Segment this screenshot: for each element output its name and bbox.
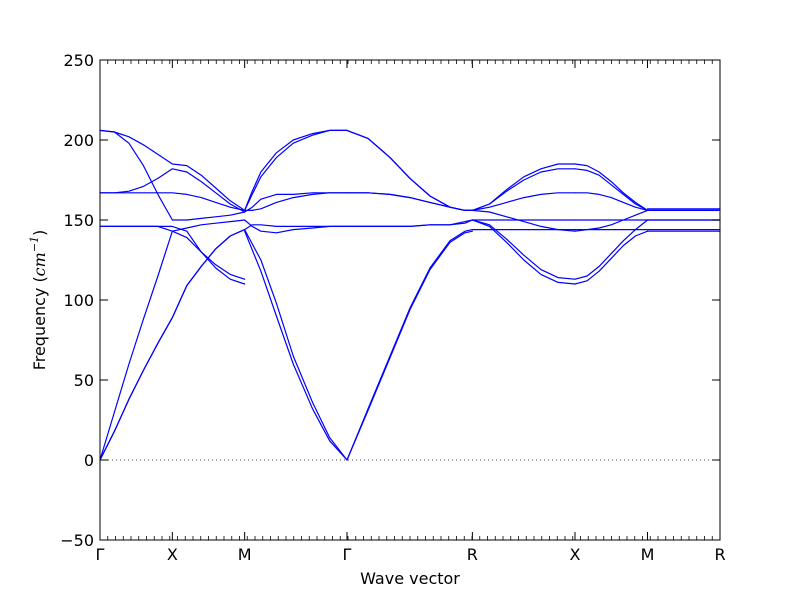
x-tick-label: M	[238, 545, 252, 564]
band-line-16	[244, 129, 348, 211]
band-line-20	[346, 219, 473, 227]
band-line-7	[99, 129, 246, 221]
y-axis-title-unit: cm	[30, 252, 49, 276]
plot-area: −50 0 50 100 150 200 250 Γ X M Γ R X M R	[60, 51, 725, 564]
y-tick-label: 200	[63, 131, 94, 150]
x-tick-label: X	[167, 545, 178, 564]
band-line-14	[244, 192, 348, 211]
y-axis-title-close: )	[30, 230, 49, 236]
band-line-10	[244, 230, 348, 461]
minor-tick-layer	[107, 60, 713, 540]
band-line-18	[346, 230, 473, 461]
y-axis-title: Frequency (cm−1)	[28, 230, 49, 371]
band-line-40	[574, 163, 649, 211]
band-line-32	[471, 163, 576, 211]
y-tick-label: 0	[84, 451, 94, 470]
band-line-30	[471, 192, 576, 211]
y-tick-label: 150	[63, 211, 94, 230]
x-tick-label: Γ	[343, 545, 352, 564]
band-line-6	[99, 168, 246, 213]
x-tick-label: M	[641, 545, 655, 564]
band-line-36	[574, 219, 649, 280]
band-line-29	[471, 209, 576, 232]
band-line-12	[244, 224, 348, 231]
x-tick-label: Γ	[96, 545, 105, 564]
series-layer	[99, 129, 721, 461]
y-tick-label: 50	[74, 371, 94, 390]
band-line-35	[574, 230, 649, 285]
band-line-9	[244, 229, 348, 461]
band-line-39	[574, 168, 649, 211]
band-line-5	[99, 192, 246, 211]
x-axis-title: Wave vector	[360, 569, 460, 588]
band-line-17	[346, 229, 473, 461]
x-tick-label: R	[467, 545, 478, 564]
band-line-4	[99, 225, 246, 285]
y-tick-label: 250	[63, 51, 94, 70]
x-tick-label: R	[714, 545, 725, 564]
y-tick-label: 100	[63, 291, 94, 310]
band-line-1	[99, 229, 246, 461]
band-line-38	[574, 192, 649, 211]
y-axis-ticks: −50 0 50 100 150 200 250	[60, 51, 720, 550]
band-line-8	[99, 129, 246, 211]
band-line-27	[471, 219, 576, 285]
x-tick-label: X	[569, 545, 580, 564]
y-tick-label: −50	[60, 531, 94, 550]
y-axis-title-text: Frequency (	[30, 276, 49, 370]
band-line-37	[574, 209, 649, 232]
y-axis-title-unit-exponent: −1	[28, 236, 41, 252]
band-line-24	[346, 129, 473, 211]
band-line-28	[471, 219, 576, 280]
